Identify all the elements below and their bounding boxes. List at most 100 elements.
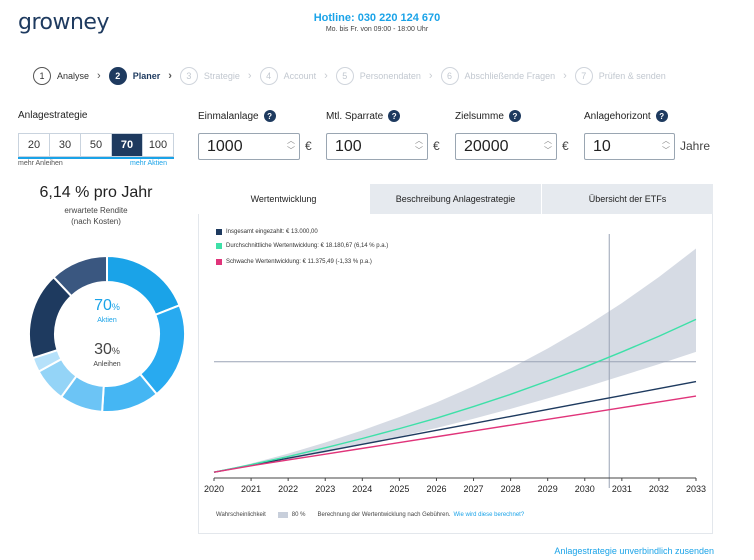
expected-return-sub1: erwartete Rendite [64,206,128,215]
chevron-right-icon: › [168,70,172,82]
anlagehorizont-input[interactable]: 10 ︿ ﹀ [584,133,675,160]
stocks-label: Aktien [97,317,117,324]
step-planer[interactable]: 2 Planer › [108,67,180,85]
help-icon[interactable]: ? [655,110,668,122]
tab-etf-uebersicht[interactable]: Übersicht der ETFs [541,184,713,214]
confidence-band [214,248,696,473]
strategy-option-30[interactable]: 30 [50,134,81,156]
legend-label: Insgesamt eingezahlt: € 13.000,00 [226,229,318,235]
chevron-up-icon[interactable]: ︿ [662,136,670,145]
step-label: Personendaten [359,71,421,81]
step-label: Planer [132,71,161,81]
strategy-option-100[interactable]: 100 [148,139,168,151]
step-label: Prüfen & senden [598,71,666,81]
help-icon[interactable]: ? [388,110,401,122]
strategy-bar [18,157,174,159]
chevron-right-icon: › [324,70,328,82]
zielsumme-input[interactable]: 20000 ︿ ﹀ [455,133,557,160]
sparrate-input[interactable]: 100 ︿ ﹀ [326,133,428,160]
step-personendaten: 5 Personendaten › [335,67,441,85]
stepper-arrows[interactable]: ︿ ﹀ [544,136,552,156]
allocation-donut-chart [28,255,186,413]
strategy-label: Anlagestrategie [18,110,88,121]
strategy-option-50[interactable]: 50 [81,134,112,156]
send-strategy-link[interactable]: Anlagestrategie unverbindlich zusenden [554,546,714,556]
tab-beschreibung[interactable]: Beschreibung Anlagestrategie [369,184,541,214]
x-tick-label: 2030 [575,484,595,494]
bonds-percent-value: 30 [94,341,112,358]
step-strategie: 3 Strategie › [179,67,260,85]
step-account: 4 Account › [259,67,336,85]
strategy-selector: 20 30 50 70 100 [18,133,174,157]
chevron-down-icon[interactable]: ﹀ [662,146,670,155]
x-tick-label: 2025 [389,484,409,494]
band-swatch [277,512,288,518]
einmalanlage-value: 1000 [207,137,243,155]
chevron-up-icon[interactable]: ︿ [287,136,295,145]
stocks-percent-value: 70 [94,297,112,314]
chevron-right-icon: › [428,70,433,82]
einmalanlage-label: Einmalanlage ? [198,110,276,122]
bonds-label: Anleihen [93,361,121,368]
expected-return-sub2: (nach Kosten) [71,217,121,226]
strategy-hint-bonds: mehr Anleihen [18,160,63,167]
step-label: Analyse [57,71,90,81]
euro-unit: € [305,139,312,153]
strategy-label-text: Anlagestrategie [18,110,88,121]
chevron-right-icon: › [247,70,252,82]
step-label: Strategie [203,71,240,81]
chevron-down-icon[interactable]: ﹀ [544,146,552,155]
x-tick-label: 2021 [241,484,261,494]
zielsumme-value: 20000 [464,137,509,155]
chevron-down-icon[interactable]: ﹀ [415,146,423,155]
expected-return: 6,14 % pro Jahr [39,184,153,201]
series-line-2 [213,395,697,473]
chart-tabs: Wertentwicklung Beschreibung Anlagestrat… [198,184,713,214]
strategy-option-20[interactable]: 20 [19,134,50,156]
chart-footer: Wahrscheinlichkeit 80 % Berechnung der W… [216,512,524,518]
chevron-right-icon: › [97,70,101,82]
legend-item-paid-in: Insgesamt eingezahlt: € 13.000,00 [216,229,318,235]
step-number: 7 [574,67,593,85]
probability-label: Wahrscheinlichkeit [216,512,266,518]
anlagehorizont-value: 10 [593,137,611,155]
legend-item-average: Durchschnittliche Wertentwicklung: € 18.… [216,243,388,249]
expected-return-caption: erwartete Rendite (nach Kosten) [18,205,174,227]
tab-wertentwicklung[interactable]: Wertentwicklung [198,184,369,214]
einmalanlage-input[interactable]: 1000 ︿ ﹀ [198,133,300,160]
strategy-option-70[interactable]: 70 [112,134,143,156]
strategy-hint-stocks: mehr Aktien [130,160,167,167]
stepper-arrows[interactable]: ︿ ﹀ [415,136,423,156]
x-tick-label: 2032 [649,484,669,494]
anlagehorizont-label: Anlagehorizont ? [584,110,668,122]
help-icon[interactable]: ? [508,110,521,122]
stepper-arrows[interactable]: ︿ ﹀ [287,136,295,156]
progress-stepper: 1 Analyse › 2 Planer › 3 Strategie › 4 A… [33,66,666,86]
percent-sign: % [111,302,120,312]
x-tick-label: 2031 [612,484,632,494]
performance-chart: 2020 2021 2022 2023 2024 2025 2026 2027 2028 2029… [204,234,706,494]
chevron-up-icon[interactable]: ︿ [415,136,423,145]
series-line-1 [213,318,697,473]
step-label: Account [283,71,317,81]
growney-logo[interactable]: growney [18,10,109,35]
calculation-info-link[interactable]: Wie wird diese berechnet? [453,512,525,518]
x-tick-label: 2020 [204,484,224,494]
stepper-arrows[interactable]: ︿ ﹀ [662,136,670,156]
x-tick-label: 2022 [278,484,298,494]
calculation-note: Berechnung der Wertentwicklung nach Gebü… [317,512,451,518]
step-number: 4 [259,67,278,85]
hotline-number[interactable]: Hotline: 030 220 124 670 [313,12,441,24]
bonds-percent: 30% [28,341,186,359]
step-pruefen-senden: 7 Prüfen & senden [574,67,666,85]
legend-swatch [216,259,222,265]
chevron-up-icon[interactable]: ︿ [544,136,552,145]
step-analyse[interactable]: 1 Analyse › [33,67,109,85]
legend-item-weak: Schwache Wertentwicklung: € 11.375,49 (-… [216,259,372,265]
x-tick-label: 2027 [464,484,484,494]
help-icon[interactable]: ? [263,110,276,122]
anlagehorizont-label-text: Anlagehorizont [584,110,651,122]
step-number: 2 [108,67,127,85]
chevron-down-icon[interactable]: ﹀ [287,146,295,155]
x-tick-label: 2023 [315,484,335,494]
